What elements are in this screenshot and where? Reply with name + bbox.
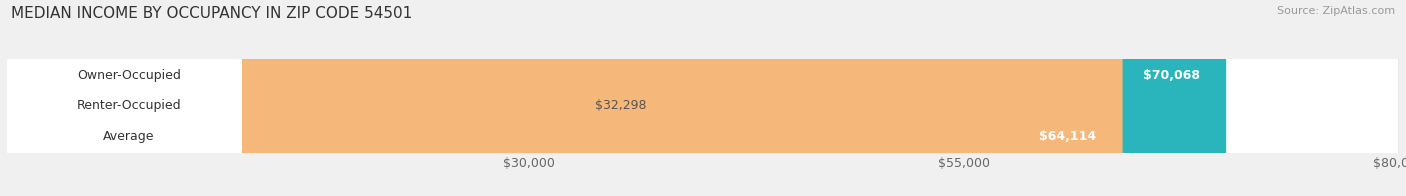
FancyBboxPatch shape — [7, 0, 1226, 196]
FancyBboxPatch shape — [7, 0, 1399, 196]
Text: MEDIAN INCOME BY OCCUPANCY IN ZIP CODE 54501: MEDIAN INCOME BY OCCUPANCY IN ZIP CODE 5… — [11, 6, 412, 21]
Text: $32,298: $32,298 — [595, 99, 647, 112]
FancyBboxPatch shape — [7, 0, 1399, 196]
FancyBboxPatch shape — [7, 0, 1399, 196]
FancyBboxPatch shape — [7, 0, 242, 196]
Text: Average: Average — [103, 130, 155, 143]
FancyBboxPatch shape — [7, 0, 242, 196]
Text: Renter-Occupied: Renter-Occupied — [76, 99, 181, 112]
FancyBboxPatch shape — [7, 0, 569, 196]
Text: $70,068: $70,068 — [1143, 69, 1201, 82]
FancyBboxPatch shape — [7, 0, 1122, 196]
FancyBboxPatch shape — [7, 0, 242, 196]
Text: Source: ZipAtlas.com: Source: ZipAtlas.com — [1277, 6, 1395, 16]
Text: Owner-Occupied: Owner-Occupied — [77, 69, 181, 82]
Text: $64,114: $64,114 — [1039, 130, 1097, 143]
